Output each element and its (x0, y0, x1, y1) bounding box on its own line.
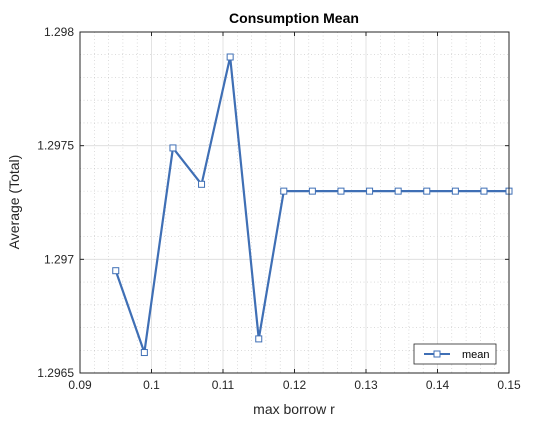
legend-box (413, 343, 497, 365)
x-tick-label: 0.11 (212, 378, 235, 392)
y-tick-label: 1.2975 (37, 139, 74, 153)
x-tick-label: 0.09 (68, 378, 92, 392)
legend-label: mean (462, 349, 490, 361)
data-point-marker (226, 53, 234, 61)
data-point-marker (280, 187, 288, 195)
data-point-marker (308, 187, 316, 195)
y-tick-label: 1.297 (44, 252, 74, 266)
data-point-marker (394, 187, 402, 195)
x-tick-label: 0.14 (426, 378, 450, 392)
chart-title: Consumption Mean (229, 10, 359, 26)
legend: mean (413, 343, 497, 365)
x-tick-label: 0.12 (283, 378, 307, 392)
legend-marker (433, 350, 441, 358)
y-axis-ticks: 1.2965 1.297 1.2975 1.298 (37, 25, 509, 380)
x-axis-ticks: 0.09 0.1 0.11 0.12 0.13 0.14 0.15 (68, 32, 521, 392)
data-point-marker (169, 144, 177, 152)
y-tick-label: 1.298 (44, 25, 74, 39)
x-tick-label: 0.15 (497, 378, 521, 392)
data-point-marker (480, 187, 488, 195)
y-tick-label: 1.2965 (37, 366, 74, 380)
data-point-marker (140, 349, 148, 357)
x-axis-label: max borrow r (253, 401, 335, 417)
data-point-marker (337, 187, 345, 195)
data-point-marker (112, 267, 120, 275)
series-layer (112, 53, 513, 357)
x-tick-label: 0.13 (354, 378, 378, 392)
data-point-marker (423, 187, 431, 195)
x-tick-label: 0.1 (143, 378, 160, 392)
data-point-marker (198, 180, 206, 188)
data-point-marker (255, 335, 263, 343)
data-point-marker (451, 187, 459, 195)
y-axis-label: Average (Total) (6, 155, 22, 250)
data-point-marker (366, 187, 374, 195)
